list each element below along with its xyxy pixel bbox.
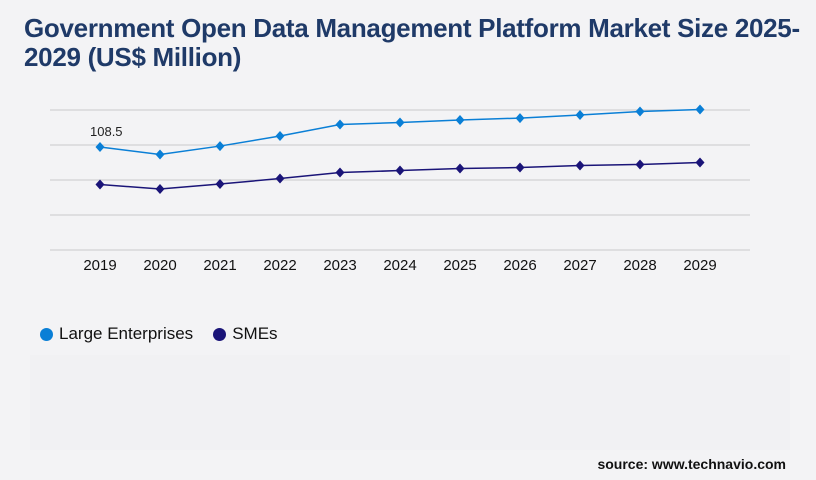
data-point	[395, 165, 405, 176]
data-point	[635, 159, 645, 170]
x-tick-label: 2020	[143, 257, 176, 274]
x-tick-label: 2024	[383, 257, 416, 274]
data-point	[695, 157, 705, 168]
x-tick-label: 2019	[83, 257, 116, 274]
data-point	[635, 106, 645, 117]
data-point	[515, 162, 525, 173]
data-point	[215, 179, 225, 190]
data-point	[335, 119, 345, 130]
legend: Large Enterprises SMEs	[40, 324, 278, 344]
legend-item-smes: SMEs	[213, 324, 278, 344]
data-point	[395, 117, 405, 128]
data-point	[215, 141, 225, 152]
legend-marker-icon	[40, 327, 53, 341]
x-tick-label: 2028	[623, 257, 656, 274]
legend-panel-background	[30, 355, 790, 450]
data-point	[455, 115, 465, 126]
data-point	[275, 131, 285, 142]
data-point	[155, 183, 165, 194]
data-point	[515, 113, 525, 124]
data-point	[155, 149, 165, 160]
data-point	[95, 142, 105, 153]
legend-item-large-enterprises: Large Enterprises	[40, 324, 193, 344]
x-tick-label: 2022	[263, 257, 296, 274]
series-line	[99, 108, 701, 156]
legend-label: SMEs	[232, 324, 278, 343]
data-point	[575, 160, 585, 171]
x-tick-label: 2026	[503, 257, 536, 274]
data-point	[575, 110, 585, 121]
data-point	[695, 104, 705, 115]
legend-marker-icon	[213, 327, 227, 341]
data-point	[95, 179, 105, 190]
x-tick-label: 2021	[203, 257, 236, 274]
data-label: 108.5	[90, 124, 123, 139]
x-tick-label: 2025	[443, 257, 476, 274]
data-point	[275, 173, 285, 184]
line-chart: 2019 2020 2021 2022 2023 2024 2025 2026 2027 2028…	[50, 104, 750, 274]
legend-label: Large Enterprises	[59, 324, 194, 343]
x-tick-label: 2029	[683, 257, 716, 274]
x-tick-label: 2027	[563, 257, 596, 274]
x-tick-label: 2023	[323, 257, 356, 274]
data-point	[455, 163, 465, 174]
chart-title: Government Open Data Management Platform…	[24, 13, 800, 72]
source-credit: source: www.technavio.com	[597, 456, 786, 472]
data-point	[335, 167, 345, 178]
